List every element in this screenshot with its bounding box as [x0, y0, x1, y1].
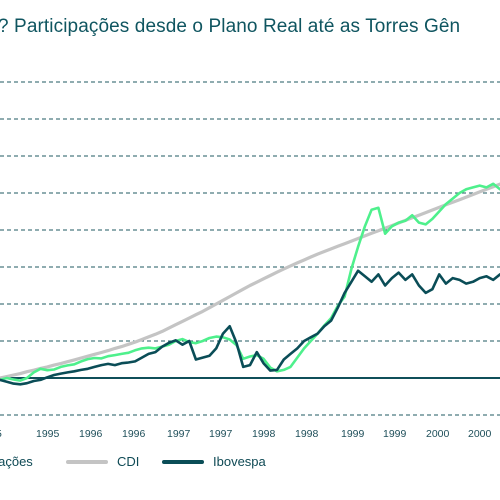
chart-title: ? Participações desde o Plano Real até a…	[0, 16, 461, 37]
series-line-ibovespa	[0, 269, 500, 386]
series-line-participacoes	[0, 182, 500, 382]
legend-label: CDI	[117, 454, 139, 469]
legend-label: ipações	[0, 454, 33, 469]
x-tick-label: 1998	[252, 428, 276, 440]
x-tick-label: 1996	[79, 428, 103, 440]
legend-label: Ibovespa	[213, 454, 267, 469]
x-tick-label: 1995	[36, 428, 60, 440]
x-tick-label: 1997	[209, 428, 233, 440]
series-line-cdi	[0, 182, 500, 380]
x-tick-label: 1998	[295, 428, 319, 440]
x-tick-label: 2000	[468, 428, 492, 440]
x-tick-label: 1999	[383, 428, 407, 440]
x-tick-label: 1996	[122, 428, 146, 440]
x-tick-label: 1997	[167, 428, 191, 440]
x-tick-label: 2000	[426, 428, 450, 440]
x-tick-label: 1999	[341, 428, 365, 440]
x-tick-label: 5	[0, 428, 2, 440]
